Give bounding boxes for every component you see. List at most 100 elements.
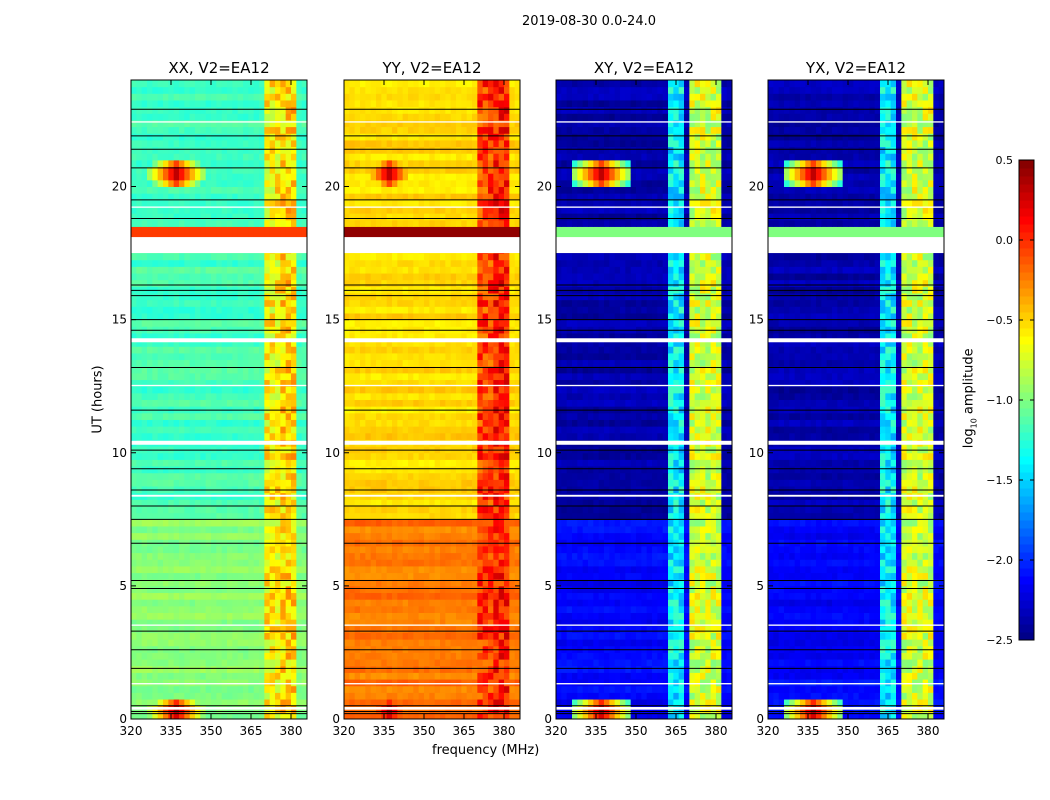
heatmap-cell bbox=[136, 432, 143, 440]
heatmap-cell bbox=[291, 113, 297, 121]
heatmap-cell bbox=[397, 672, 404, 680]
heatmap-cell bbox=[424, 559, 430, 567]
heatmap-cell bbox=[216, 506, 223, 514]
heatmap-cell bbox=[424, 599, 430, 607]
heatmap-cell bbox=[285, 99, 292, 108]
heatmap-cell bbox=[131, 226, 137, 234]
heatmap-cell bbox=[296, 372, 303, 381]
heatmap-cell bbox=[152, 293, 159, 301]
heatmap-cell bbox=[147, 452, 153, 460]
heatmap-cell bbox=[280, 692, 287, 700]
heatmap-cell bbox=[413, 552, 420, 560]
heatmap-cell bbox=[354, 679, 361, 687]
heatmap-cell bbox=[221, 552, 228, 560]
heatmap-cell bbox=[434, 672, 441, 680]
heatmap-cell bbox=[179, 452, 185, 460]
heatmap-cell bbox=[275, 299, 281, 307]
heatmap-cell bbox=[466, 592, 473, 600]
heatmap-cell bbox=[275, 113, 281, 121]
heatmap-cell bbox=[184, 379, 191, 387]
heatmap-cell bbox=[386, 366, 393, 374]
heatmap-cell bbox=[296, 399, 303, 407]
heatmap-cell bbox=[157, 93, 164, 101]
heatmap-cell bbox=[370, 699, 377, 707]
heatmap-cell bbox=[205, 459, 212, 467]
heatmap-cell bbox=[291, 99, 297, 108]
heatmap-cell bbox=[205, 472, 212, 480]
heatmap-cell bbox=[301, 479, 308, 487]
heatmap-cell bbox=[136, 519, 143, 527]
heatmap-cell bbox=[408, 379, 414, 387]
heatmap-cell bbox=[157, 233, 164, 241]
heatmap-cell bbox=[477, 399, 484, 407]
heatmap-cell bbox=[275, 293, 281, 301]
heatmap-cell bbox=[131, 306, 137, 314]
heatmap-cell bbox=[253, 665, 260, 673]
heatmap-cell bbox=[200, 392, 207, 400]
heatmap-cell bbox=[291, 332, 297, 341]
heatmap-cell bbox=[386, 612, 393, 620]
heatmap-cell bbox=[493, 525, 500, 534]
heatmap-cell bbox=[253, 379, 260, 387]
heatmap-cell bbox=[291, 173, 297, 181]
heatmap-cell bbox=[141, 319, 148, 327]
heatmap-cell bbox=[200, 312, 207, 321]
heatmap-cell bbox=[397, 366, 404, 374]
heatmap-cell bbox=[397, 699, 404, 707]
heatmap-cell bbox=[291, 399, 297, 407]
heatmap-cell bbox=[275, 685, 281, 693]
heatmap-cell bbox=[205, 366, 212, 374]
heatmap-cell bbox=[141, 639, 148, 647]
heatmap-cell bbox=[296, 99, 303, 108]
heatmap-cell bbox=[232, 585, 239, 594]
heatmap-cell bbox=[365, 479, 372, 487]
heatmap-cell bbox=[168, 119, 175, 128]
heatmap-cell bbox=[472, 572, 478, 580]
heatmap-cell bbox=[498, 579, 505, 587]
heatmap-cell bbox=[131, 332, 137, 341]
heatmap-cell bbox=[280, 552, 287, 560]
heatmap-cell bbox=[504, 632, 510, 640]
heatmap-cell bbox=[280, 605, 287, 613]
heatmap-cell bbox=[200, 139, 207, 148]
heatmap-cell bbox=[392, 359, 398, 367]
heatmap-cell bbox=[472, 625, 478, 633]
heatmap-cell bbox=[237, 699, 244, 707]
heatmap-cell bbox=[509, 459, 516, 467]
heatmap-cell bbox=[418, 392, 425, 400]
heatmap-cell bbox=[397, 499, 404, 507]
heatmap-cell bbox=[269, 159, 276, 168]
heatmap-cell bbox=[243, 452, 249, 460]
heatmap-cell bbox=[296, 392, 303, 400]
heatmap-cell bbox=[264, 139, 271, 148]
heatmap-cell bbox=[259, 366, 265, 374]
heatmap-cell bbox=[514, 599, 521, 607]
heatmap-cell bbox=[184, 339, 191, 347]
heatmap-cell bbox=[157, 466, 164, 474]
heatmap-cell bbox=[397, 712, 404, 720]
heatmap-cell bbox=[280, 399, 287, 407]
heatmap-cell bbox=[269, 426, 276, 434]
heatmap-cell bbox=[509, 426, 516, 434]
heatmap-cell bbox=[354, 565, 361, 574]
heatmap-cell bbox=[147, 372, 153, 381]
heatmap-cell bbox=[232, 206, 239, 214]
heatmap-cell bbox=[376, 379, 382, 387]
heatmap-cell bbox=[291, 699, 297, 707]
heatmap-cell bbox=[450, 412, 457, 420]
heatmap-cell bbox=[482, 545, 489, 554]
heatmap-cell bbox=[413, 679, 420, 687]
heatmap-cell bbox=[392, 472, 398, 480]
heatmap-cell bbox=[280, 512, 287, 520]
heatmap-cell bbox=[168, 199, 175, 207]
heatmap-cell bbox=[259, 572, 265, 580]
heatmap-cell bbox=[163, 299, 169, 307]
heatmap-cell bbox=[280, 585, 287, 594]
heatmap-cell bbox=[168, 153, 175, 161]
heatmap-cell bbox=[195, 113, 201, 121]
heatmap-cell bbox=[493, 659, 500, 667]
heatmap-cell bbox=[424, 672, 430, 680]
heatmap-cell bbox=[376, 372, 382, 381]
heatmap-cell bbox=[429, 672, 436, 680]
heatmap-cell bbox=[514, 679, 521, 687]
